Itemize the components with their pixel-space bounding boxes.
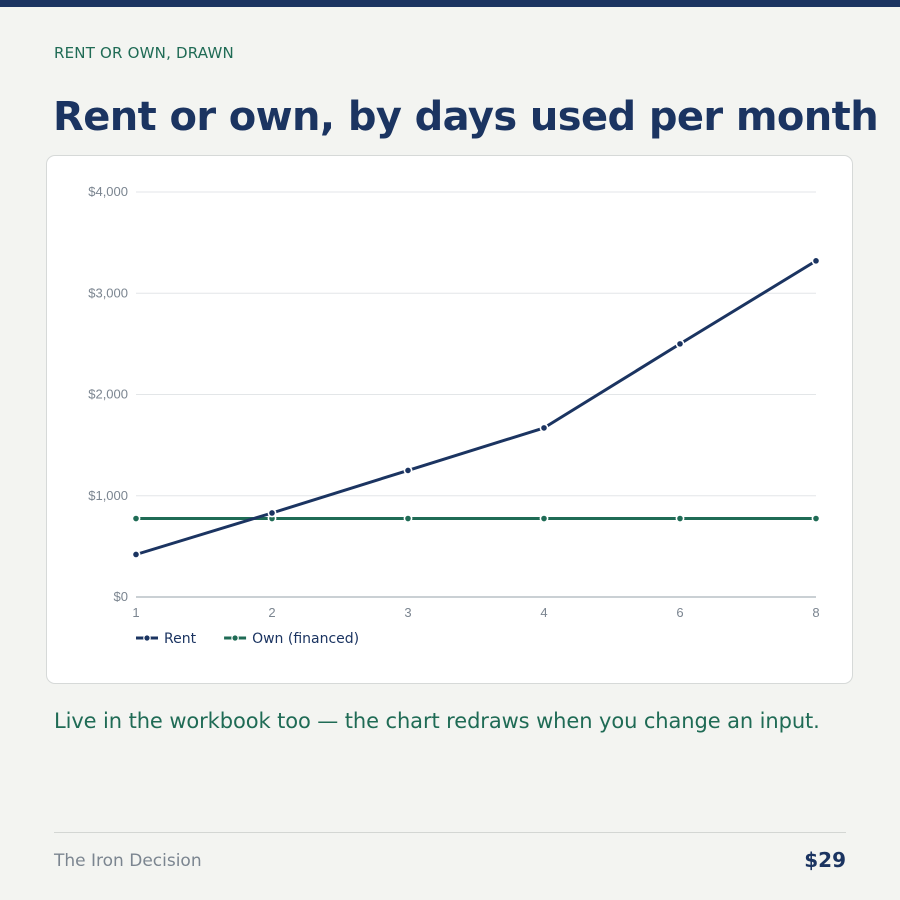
y-tick-label: $3,000 (88, 285, 128, 300)
top-accent-bar (0, 0, 900, 7)
y-tick-label: $4,000 (88, 184, 128, 199)
footer-divider (54, 832, 846, 833)
x-tick-label: 6 (676, 605, 683, 620)
data-point-own-financed (539, 514, 549, 523)
legend-label: Own (financed) (252, 631, 359, 647)
data-point-own-financed (131, 514, 141, 523)
page-title: Rent or own, by days used per month (53, 94, 879, 140)
data-point-rent (267, 508, 277, 518)
data-point-own-financed (403, 514, 413, 523)
x-tick-label: 2 (268, 605, 275, 620)
y-tick-label: $2,000 (88, 387, 128, 402)
data-point-rent (131, 550, 141, 559)
line-chart: $0 $1,000 $2,000 $3,000 $4,000 1 2 3 4 6 8 Rent Own … (88, 184, 821, 647)
chart-card: $0 $1,000 $2,000 $3,000 $4,000 1 2 3 4 6 8 Rent Own … (46, 155, 853, 684)
x-tick-label: 3 (404, 605, 411, 620)
eyebrow-label: RENT OR OWN, DRAWN (54, 44, 234, 62)
price-label: $29 (804, 848, 846, 872)
series-line-rent (134, 259, 818, 556)
data-point-rent (811, 256, 821, 266)
x-tick-label: 4 (540, 605, 547, 620)
data-point-rent (675, 339, 685, 349)
legend-label: Rent (164, 631, 197, 647)
x-tick-label: 8 (812, 605, 819, 620)
legend-swatch-marker (143, 634, 151, 642)
data-point-own-financed (811, 514, 821, 523)
caption: Live in the workbook too — the chart red… (54, 709, 820, 733)
brand-name: The Iron Decision (54, 851, 202, 871)
y-tick-label: $0 (114, 589, 128, 604)
data-point-rent (539, 423, 549, 433)
x-tick-label: 1 (132, 605, 139, 620)
legend-swatch-marker (231, 634, 239, 642)
y-tick-label: $1,000 (88, 488, 128, 503)
data-point-rent (403, 466, 413, 475)
data-point-own-financed (675, 514, 685, 523)
